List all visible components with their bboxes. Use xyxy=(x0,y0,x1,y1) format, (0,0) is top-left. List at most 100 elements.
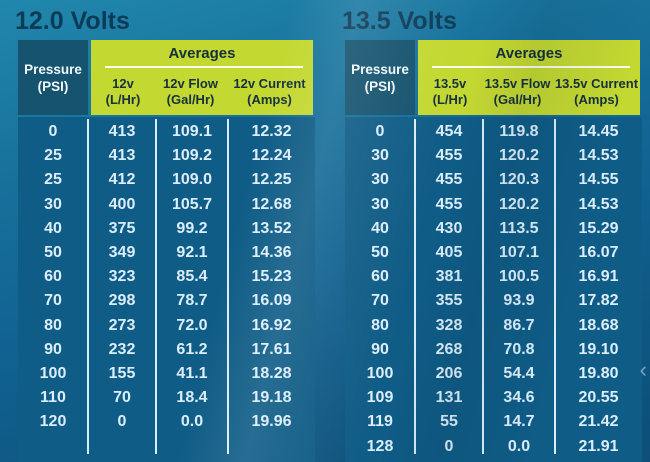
column-header-current: 13.5v Current (Amps) xyxy=(553,76,640,108)
table-cell: 413 xyxy=(108,147,136,165)
table-row: 60 381 100.5 16.91 xyxy=(345,265,642,289)
pressure-label-line2: (PSI) xyxy=(37,78,69,94)
table-cell: 413 xyxy=(108,123,136,141)
column-header-current: 12v Current (Amps) xyxy=(226,76,313,108)
table-cell: 16.91 xyxy=(578,268,619,286)
table-row: 80 328 86.7 18.68 xyxy=(345,314,642,338)
table-row: 50 349 92.1 14.36 xyxy=(18,241,315,265)
table-row: 40 430 113.5 15.29 xyxy=(345,217,642,241)
column-header-flow: 13.5v Flow (Gal/Hr) xyxy=(482,76,553,108)
table-cell: 12.68 xyxy=(251,195,292,213)
table-cell: 206 xyxy=(435,364,463,382)
table-body-1: 0 454 119.8 14.45 30 455 120.2 14.53 30 455 120.3 1… xyxy=(345,117,642,462)
table-cell: 16.07 xyxy=(578,244,619,262)
table-cell: 100 xyxy=(366,364,394,382)
table-cell: 70 xyxy=(44,292,62,310)
averages-label: Averages xyxy=(168,45,236,62)
table-cell: 12.24 xyxy=(251,147,292,165)
table-cell: 113.5 xyxy=(499,219,539,237)
table-cell: 14.7 xyxy=(503,413,535,431)
table-12v: 12.0 Volts Pressure (PSI) Averages 12v (… xyxy=(15,4,315,462)
table-cell: 17.82 xyxy=(578,292,619,310)
table-cell: 107.1 xyxy=(498,244,540,262)
column-header-line1: 13.5v Current xyxy=(554,76,639,91)
table-row: 100 155 41.1 18.28 xyxy=(18,362,315,386)
pressure-header-cell: Pressure (PSI) xyxy=(345,40,415,115)
table-cell: 90 xyxy=(371,340,389,358)
table-cell: 412 xyxy=(108,171,136,189)
table-cell: 120.2 xyxy=(498,195,540,213)
column-header-lhr: 13.5v (L/Hr) xyxy=(418,76,482,108)
table-cell: 0 xyxy=(375,123,385,141)
table-cell: 109.2 xyxy=(171,147,213,165)
table-cell: 60 xyxy=(44,268,62,286)
table-cell: 120.2 xyxy=(498,147,540,165)
table-row: 128 0 0.0 21.91 xyxy=(345,434,642,458)
table-cell: 381 xyxy=(435,268,463,286)
table-cell: 131 xyxy=(435,389,463,407)
column-header-line2: (Amps) xyxy=(574,92,619,107)
table-cell: 21.91 xyxy=(578,437,619,455)
table-cell: 16.09 xyxy=(251,292,292,310)
table-cell: 455 xyxy=(435,171,463,189)
pressure-label-line1: Pressure xyxy=(351,61,409,77)
table-row: 30 455 120.3 14.55 xyxy=(345,168,642,192)
table-cell: 41.1 xyxy=(176,364,208,382)
table-row: 0 454 119.8 14.45 xyxy=(345,120,642,144)
column-header-lhr: 12v (L/Hr) xyxy=(91,76,155,108)
column-header-line2: (Gal/Hr) xyxy=(493,92,542,107)
table-cell: 18.28 xyxy=(251,364,292,382)
column-header-line2: (Gal/Hr) xyxy=(166,92,215,107)
table-cell: 50 xyxy=(44,244,62,262)
chevron-left-icon[interactable]: ‹ xyxy=(639,357,647,382)
table-cell: 72.0 xyxy=(176,316,208,334)
table-cell: 25 xyxy=(44,171,62,189)
table-cell: 70 xyxy=(113,389,131,407)
table-cell: 400 xyxy=(108,195,136,213)
table-cell: 19.18 xyxy=(251,389,292,407)
table-cell: 12.32 xyxy=(251,123,292,141)
table-cell: 0 xyxy=(117,413,127,431)
table-cell: 454 xyxy=(435,123,463,141)
table-cell: 455 xyxy=(435,195,463,213)
table-cell: 109.1 xyxy=(171,123,213,141)
table-row: 70 298 78.7 16.09 xyxy=(18,289,315,313)
table-cell: 34.6 xyxy=(503,389,535,407)
table-cell: 14.45 xyxy=(578,123,619,141)
table-row: 90 232 61.2 17.61 xyxy=(18,338,315,362)
table-row: 109 131 34.6 20.55 xyxy=(345,386,642,410)
table-cell: 119.8 xyxy=(499,123,539,141)
table-cell: 80 xyxy=(44,316,62,334)
table-cell: 110 xyxy=(40,389,66,407)
table-cell: 430 xyxy=(435,219,463,237)
table-cell: 61.2 xyxy=(176,340,208,358)
table-row: 30 455 120.2 14.53 xyxy=(345,144,642,168)
column-header-line1: 13.5v xyxy=(433,76,467,91)
table-row: 119 55 14.7 21.42 xyxy=(345,410,642,434)
averages-header-cell: Averages 12v (L/Hr) 12v Flow (Gal/Hr) 12… xyxy=(91,40,313,115)
table-row: 90 268 70.8 19.10 xyxy=(345,338,642,362)
averages-label: Averages xyxy=(495,45,563,62)
column-separator xyxy=(414,119,416,454)
table-cell: 30 xyxy=(371,171,389,189)
column-header-line2: (Amps) xyxy=(247,92,292,107)
table-cell: 0 xyxy=(48,123,58,141)
table-cell: 13.52 xyxy=(251,219,292,237)
table-cell: 78.7 xyxy=(176,292,208,310)
table-cell: 14.55 xyxy=(578,171,619,189)
table-row: 120 0 0.0 19.96 xyxy=(18,410,315,434)
table-cell: 355 xyxy=(435,292,463,310)
table-cell: 25 xyxy=(44,147,62,165)
pressure-header-cell: Pressure (PSI) xyxy=(18,40,88,115)
table-cell: 455 xyxy=(435,147,463,165)
table-cell: 30 xyxy=(371,147,389,165)
table-cell: 60 xyxy=(371,268,389,286)
table-row: 50 405 107.1 16.07 xyxy=(345,241,642,265)
table-cell: 298 xyxy=(108,292,136,310)
table-cell: 70.8 xyxy=(503,340,535,358)
column-header-line1: 12v Current xyxy=(233,76,306,91)
table-cell: 19.96 xyxy=(251,413,292,431)
column-header-flow: 12v Flow (Gal/Hr) xyxy=(155,76,226,108)
table-cell: 15.23 xyxy=(251,268,292,286)
table-cell: 232 xyxy=(108,340,136,358)
